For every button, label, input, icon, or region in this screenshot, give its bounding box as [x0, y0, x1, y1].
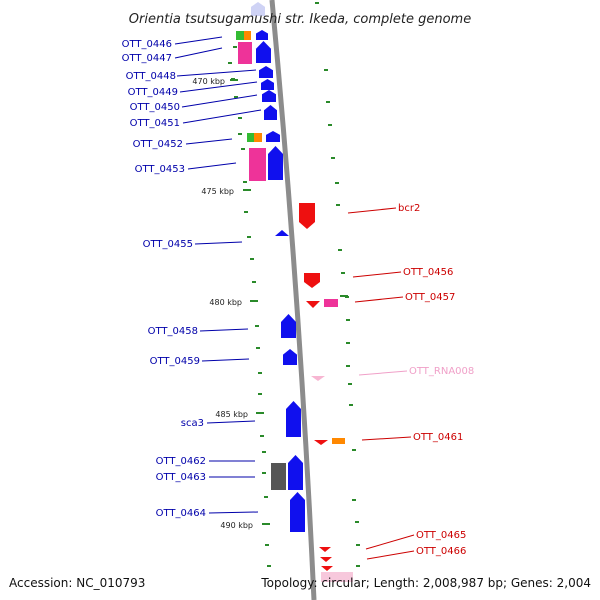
leader-line — [206, 420, 256, 424]
gene-arrow-0456 — [304, 273, 320, 288]
gene-arrow-0452 — [266, 131, 280, 142]
gene-block-0452 — [247, 133, 254, 142]
leader-line — [347, 207, 397, 214]
leader-line — [352, 271, 402, 278]
reverse-gene-label: OTT_0466 — [416, 546, 466, 557]
gene-labels: OTT_0446 OTT_0447 OTT_0448 OTT_0449 OTT_0450… — [122, 39, 475, 557]
gene-arrow-top — [251, 2, 265, 16]
leader-line — [201, 358, 250, 362]
leader-line — [187, 162, 237, 170]
gene-arrow-0455 — [275, 230, 289, 236]
leader-line — [176, 69, 257, 77]
reverse-gene-label: OTT_0461 — [413, 432, 463, 443]
tick-marks — [228, 2, 360, 567]
leader-line — [361, 436, 412, 441]
forward-gene-label: OTT_0449 — [128, 87, 178, 98]
leader-line — [185, 138, 233, 145]
reverse-gene-label: OTT_0456 — [403, 267, 453, 278]
gene-block-0452 — [254, 133, 262, 142]
gene-arrow-0457 — [306, 301, 320, 308]
gene-arrow-0449 — [261, 79, 274, 90]
gene-block-0453 — [249, 148, 266, 181]
forward-gene-label: OTT_0451 — [130, 118, 180, 129]
gene-features — [236, 2, 353, 582]
gene-block-0446 — [236, 31, 244, 40]
kbp-position-label: 475 kbp — [201, 187, 234, 196]
leader-line — [174, 36, 223, 45]
kbp-position-label: 480 kbp — [209, 298, 242, 307]
forward-gene-label: OTT_0459 — [150, 356, 200, 367]
gene-arrow-0458 — [281, 314, 296, 338]
gene-arrow-0450 — [262, 90, 276, 102]
page-title: Orientia tsutsugamushi str. Ikeda, compl… — [129, 12, 471, 27]
forward-gene-label: OTT_0463 — [156, 472, 206, 483]
accession-label: Accession: NC_010793 — [9, 576, 145, 590]
gene-arrow-0447 — [256, 41, 271, 63]
gene-block-0461 — [332, 438, 345, 444]
gene-arrow-0451 — [264, 105, 277, 120]
gene-arrow-0448 — [259, 66, 273, 78]
leader-line — [208, 511, 259, 514]
genome-backbone — [269, 0, 317, 600]
gene-block-0457 — [324, 299, 338, 307]
forward-gene-label: OTT_0453 — [135, 164, 185, 175]
gene-arrow-bcr2 — [299, 203, 315, 229]
kbp-position-label: 490 kbp — [220, 521, 253, 530]
forward-gene-label: sca3 — [181, 418, 204, 429]
gene-arrow-0465 — [319, 547, 331, 552]
position-labels: 470 kbp 475 kbp 480 kbp 485 kbp 490 kbp — [192, 77, 253, 530]
forward-gene-label: OTT_0446 — [122, 39, 172, 50]
gene-arrow-0461 — [314, 440, 328, 445]
gene-arrow-0466 — [320, 557, 332, 562]
leader-line — [181, 94, 258, 108]
gene-arrow-0464 — [290, 492, 305, 532]
reverse-gene-label: OTT_RNA008 — [409, 366, 474, 377]
reverse-gene-label: OTT_0457 — [405, 292, 455, 303]
leader-line — [354, 296, 404, 303]
gene-block-bottom — [321, 572, 353, 582]
gene-block-0446 — [244, 31, 251, 40]
forward-gene-label: OTT_0452 — [133, 139, 183, 150]
leader-line — [182, 109, 262, 124]
forward-gene-label: OTT_0455 — [143, 239, 193, 250]
leader-line — [366, 550, 415, 560]
gene-arrow-0459 — [283, 349, 297, 365]
leader-line — [199, 328, 249, 332]
kbp-position-label: 485 kbp — [215, 410, 248, 419]
gene-arrow-sca3 — [286, 401, 301, 437]
leader-line — [358, 370, 408, 376]
leader-line — [194, 241, 243, 245]
label-leader-lines — [174, 36, 415, 560]
gene-block-0447 — [238, 42, 252, 64]
forward-gene-label: OTT_0447 — [122, 53, 172, 64]
reverse-gene-label: OTT_0465 — [416, 530, 466, 541]
forward-gene-label: OTT_0462 — [156, 456, 206, 467]
gene-arrow-0463 — [288, 455, 303, 490]
forward-gene-label: OTT_0448 — [126, 71, 176, 82]
forward-gene-label: OTT_0464 — [156, 508, 206, 519]
gene-block-0462 — [271, 463, 286, 490]
summary-label: Topology: circular; Length: 2,008,987 bp… — [260, 576, 591, 590]
gene-arrow-0453 — [268, 146, 283, 180]
gene-arrow-0466 — [321, 566, 333, 571]
kbp-position-label: 470 kbp — [192, 77, 225, 86]
reverse-gene-label: bcr2 — [398, 203, 420, 214]
leader-line — [365, 534, 415, 550]
gene-arrow-0446 — [256, 30, 268, 40]
leader-line — [174, 47, 223, 59]
forward-gene-label: OTT_0450 — [130, 102, 180, 113]
forward-gene-label: OTT_0458 — [148, 326, 198, 337]
gene-arrow-rna008 — [311, 376, 325, 381]
leader-line — [179, 81, 258, 93]
